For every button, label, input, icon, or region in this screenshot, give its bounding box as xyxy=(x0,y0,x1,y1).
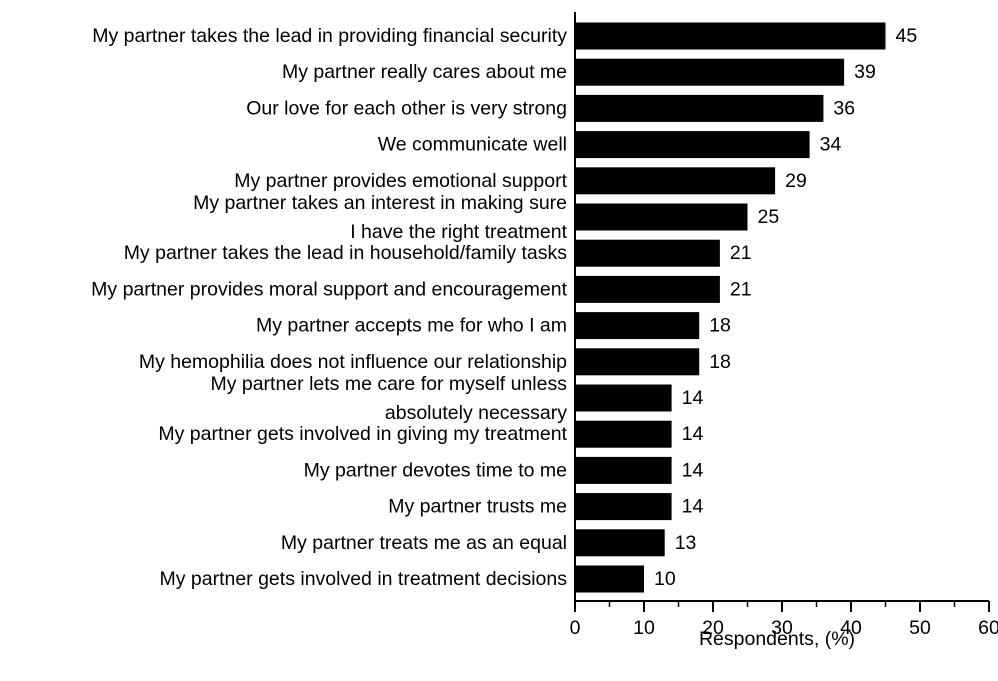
x-axis-title: Respondents, (%) xyxy=(699,628,855,650)
bar-10 xyxy=(575,348,700,376)
category-label-1: My partner takes the lead in providing f… xyxy=(92,25,567,47)
bars-group xyxy=(575,22,886,593)
category-label-8: My partner provides moral support and en… xyxy=(91,278,567,300)
category-label-6-line-2: I have the right treatment xyxy=(350,221,567,243)
bar-13 xyxy=(575,456,672,484)
bar-14 xyxy=(575,493,672,521)
value-label-13: 14 xyxy=(682,459,704,481)
bar-1 xyxy=(575,22,886,50)
bar-9 xyxy=(575,312,700,340)
category-label-2: My partner really cares about me xyxy=(282,61,567,83)
category-label-11-line-2: absolutely necessary xyxy=(385,402,567,424)
value-label-3: 36 xyxy=(833,97,855,119)
bar-8 xyxy=(575,275,720,303)
value-label-1: 45 xyxy=(896,25,918,47)
x-tick-label-30: 30 xyxy=(771,617,793,639)
bar-4 xyxy=(575,131,810,159)
value-label-16: 10 xyxy=(654,568,676,590)
bar-7 xyxy=(575,239,720,267)
bar-11 xyxy=(575,384,672,412)
bar-15 xyxy=(575,529,665,557)
value-label-12: 14 xyxy=(682,423,704,445)
value-label-6: 25 xyxy=(758,206,780,228)
value-label-11: 14 xyxy=(682,387,704,409)
category-labels-group: My partner takes the lead in providing f… xyxy=(91,25,567,590)
x-tick-label-40: 40 xyxy=(840,617,862,639)
category-label-6-line-1: My partner takes an interest in making s… xyxy=(193,192,567,214)
value-label-9: 18 xyxy=(709,315,731,337)
value-label-2: 39 xyxy=(854,61,876,83)
bar-2 xyxy=(575,58,845,86)
category-label-13: My partner devotes time to me xyxy=(304,459,567,481)
axes-group: 0 10 20 30 40 50 60 xyxy=(570,12,998,639)
value-label-8: 21 xyxy=(730,278,752,300)
category-label-5: My partner provides emotional support xyxy=(234,170,567,192)
value-label-4: 34 xyxy=(820,134,842,156)
value-label-10: 18 xyxy=(709,351,731,373)
category-label-10: My hemophilia does not influence our rel… xyxy=(139,351,567,373)
bar-6 xyxy=(575,203,748,231)
x-tick-label-20: 20 xyxy=(702,617,724,639)
bar-16 xyxy=(575,565,644,593)
value-label-15: 13 xyxy=(675,532,697,554)
category-label-4: We communicate well xyxy=(378,134,567,156)
x-tick-label-10: 10 xyxy=(633,617,655,639)
bar-3 xyxy=(575,94,824,122)
category-label-12: My partner gets involved in giving my tr… xyxy=(158,423,567,445)
category-label-11-line-1: My partner lets me care for myself unles… xyxy=(210,373,567,395)
value-label-5: 29 xyxy=(785,170,807,192)
bar-5 xyxy=(575,167,776,195)
category-label-7: My partner takes the lead in household/f… xyxy=(124,242,568,264)
x-tick-label-0: 0 xyxy=(570,617,581,639)
bar-12 xyxy=(575,420,672,448)
category-label-14: My partner trusts me xyxy=(388,496,567,518)
category-label-3: Our love for each other is very strong xyxy=(246,97,567,119)
x-tick-label-60: 60 xyxy=(978,617,998,639)
value-label-7: 21 xyxy=(730,242,752,264)
category-label-15: My partner treats me as an equal xyxy=(281,532,567,554)
value-label-14: 14 xyxy=(682,496,704,518)
x-tick-label-50: 50 xyxy=(909,617,931,639)
category-label-9: My partner accepts me for who I am xyxy=(256,315,567,337)
category-label-16: My partner gets involved in treatment de… xyxy=(159,568,567,590)
